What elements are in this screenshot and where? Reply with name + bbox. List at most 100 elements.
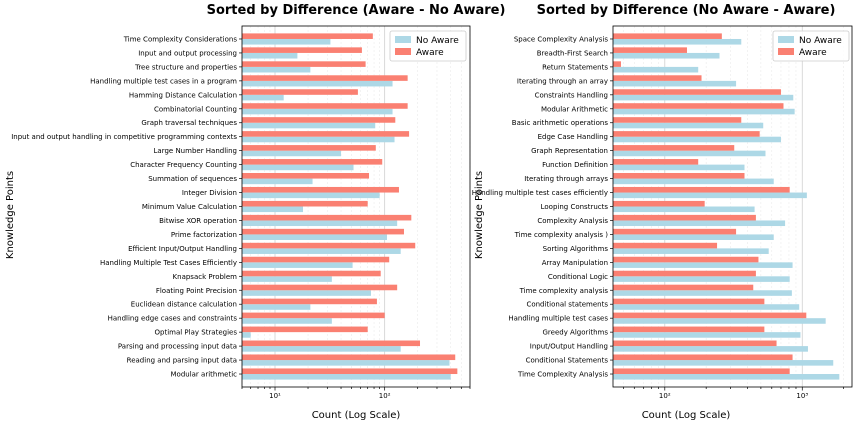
bar-aware-floating-point-precision [242,284,398,291]
y-tick-label: Prime factorization [171,231,237,239]
bar-aware-combinatorial-counting [242,103,408,109]
x-axis-label: Count (Log Scale) [642,410,731,421]
bar-no-aware-iterating-through-arrays [613,178,774,185]
y-tick-label: Integer Division [182,189,237,197]
bar-aware-integer-division [242,186,399,193]
y-tick-label: Complexity Analysis [537,217,608,225]
bar-aware-input-and-output-handling-in-competitive-programming-contexts [242,131,410,137]
bar-no-aware-input-and-output-processing [242,52,298,59]
y-tick-label: Iterating through arrays [524,175,608,183]
bar-no-aware-character-frequency-counting [242,164,354,171]
bar-aware-tree-structure-and-properties [242,61,366,67]
y-tick-label: Time Complexity Analysis [517,371,608,379]
bar-no-aware-function-definition [613,164,745,171]
bar-aware-parsing-and-processing-input-data [242,340,421,347]
y-tick-label: Reading and parsing input data [127,357,237,365]
y-tick-label: Handling multiple test cases in a progra… [90,77,237,85]
bar-no-aware-modular-arithmetic [613,108,795,115]
bar-aware-input-and-output-processing [242,47,362,53]
bar-aware-conditional-statements [613,298,765,305]
x-tick-label: 10³ [796,392,808,400]
bar-no-aware-tree-structure-and-properties [242,66,311,73]
y-tick-label: Euclidean distance calculation [131,301,237,309]
legend-label-no-aware: No Aware [416,36,459,46]
bar-no-aware-input-and-output-handling-in-competitive-programming-contexts [242,136,395,143]
legend-swatch-no-aware [778,36,794,43]
y-tick-label: Basic arithmetic operations [512,119,609,127]
y-tick-label: Graph Representation [531,147,608,155]
y-tick-label: Conditional statements [526,301,608,309]
bar-no-aware-return-statements [613,66,699,73]
y-tick-labels: Time Complexity Considerations Input and … [11,35,242,379]
legend: No Aware Aware [389,30,467,62]
bar-no-aware-greedy-algorithms [613,332,801,338]
bar-no-aware-conditional-statements [613,304,800,310]
y-tick-label: Bitwise XOR operation [159,217,237,225]
bar-aware-edge-case-handling [613,131,760,137]
y-tick-label: Input and output processing [138,49,237,57]
legend-swatch-no-aware [395,36,411,43]
y-tick-label: Looping Constructs [541,203,609,211]
y-tick-label: Knapsack Problem [173,273,238,281]
bar-aware-large-number-handling [242,145,376,151]
bar-no-aware-optimal-play-strategies [242,332,251,338]
bar-no-aware-sorting-algorithms [613,248,769,254]
bar-aware-modular-arithmetic [242,368,458,375]
bar-aware-modular-arithmetic [613,103,784,109]
y-tick-label: Input/Output Handling [530,343,608,351]
bar-aware-handling-multiple-test-cases-efficiently [242,256,390,263]
bar-no-aware-time-complexity-analysis [613,290,792,296]
y-tick-label: Constraints Handling [535,91,608,99]
bar-no-aware-handling-edge-cases-and-constraints [242,318,332,324]
bar-aware-optimal-play-strategies [242,326,368,333]
bar-no-aware-hamming-distance-calculation [242,94,284,101]
legend: No Aware Aware [772,30,850,62]
bar-no-aware-conditional-logic [613,276,790,282]
bar-no-aware-euclidean-distance-calculation [242,304,311,310]
bar-no-aware-conditional-statements [613,360,834,366]
bar-aware-time-complexity-analysis [613,228,737,235]
bar-no-aware-efficient-input-output-handling [242,248,401,254]
bar-aware-time-complexity-considerations [242,33,373,39]
bar-aware-looping-constructs [613,200,705,207]
x-tick-labels: 10¹ 10² [269,392,391,400]
y-tick-label: Minimum Value Calculation [142,203,237,211]
bar-aware-prime-factorization [242,228,404,235]
bar-no-aware-input-output-handling [613,346,808,352]
y-tick-label: Conditional Logic [548,273,608,281]
bar-aware-iterating-through-arrays [613,172,745,179]
bar-no-aware-graph-traversal-techniques [242,122,376,129]
chart-title: Sorted by Difference (Aware - No Aware) [207,3,506,18]
bar-no-aware-reading-and-parsing-input-data [242,360,450,366]
bar-aware-complexity-analysis [613,214,756,221]
y-axis-label: Knowledge Points [5,171,16,259]
bar-no-aware-prime-factorization [242,234,387,241]
bar-aware-iterating-through-an-array [613,75,702,81]
y-tick-label: Handling Multiple Test Cases Efficiently [100,259,237,267]
bar-aware-efficient-input-output-handling [242,242,416,249]
bar-aware-graph-traversal-techniques [242,117,396,123]
y-tick-label: Conditional Statements [526,357,609,365]
bar-no-aware-edge-case-handling [613,136,781,143]
bar-aware-sorting-algorithms [613,242,718,249]
y-tick-label: Floating Point Precision [156,287,237,295]
bar-aware-handling-edge-cases-and-constraints [242,312,385,319]
bar-no-aware-breadth-first-search [613,52,720,59]
bar-no-aware-constraints-handling [613,94,794,101]
y-tick-label: Handling multiple test cases efficiently [472,189,608,197]
y-tick-label: Space Complexity Analysis [514,35,609,43]
bar-no-aware-handling-multiple-test-cases [613,318,826,324]
bar-aware-input-output-handling [613,340,777,347]
bar-no-aware-time-complexity-analysis [613,234,774,241]
y-tick-label: Greedy Algorithms [542,329,608,337]
y-tick-label: Graph traversal techniques [141,119,237,127]
bar-aware-character-frequency-counting [242,159,383,165]
bar-no-aware-complexity-analysis [613,220,786,227]
bar-aware-array-manipulation [613,256,759,263]
bar-aware-space-complexity-analysis [613,33,722,39]
y-axis-label: Knowledge Points [474,171,485,259]
bar-aware-minimum-value-calculation [242,200,368,207]
x-tick-label: 10² [379,392,391,400]
bar-aware-handling-multiple-test-cases-efficiently [613,186,790,193]
